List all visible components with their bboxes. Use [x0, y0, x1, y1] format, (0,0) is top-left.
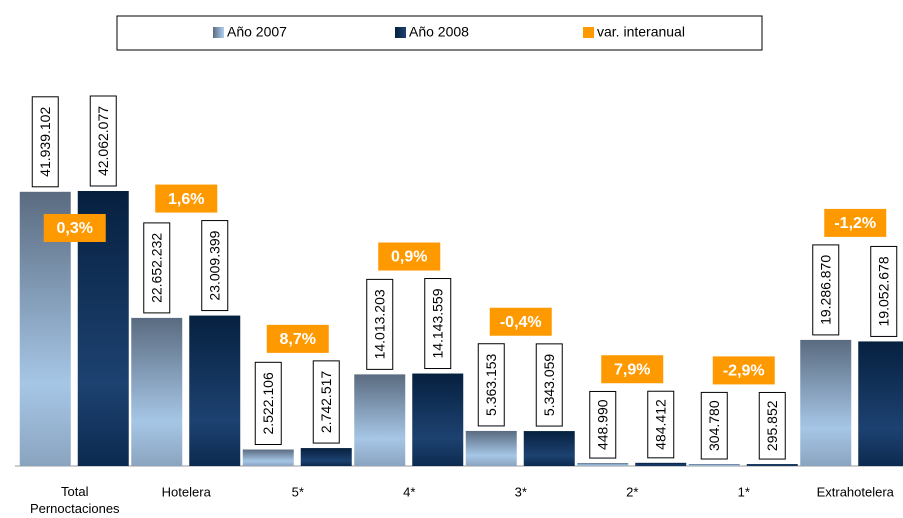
- bar: [412, 373, 464, 466]
- value-label-box: [647, 390, 675, 459]
- x-tick-label: 3*: [515, 484, 527, 499]
- value-label: 41.939.102: [37, 107, 53, 177]
- variation-box: [601, 355, 664, 384]
- legend-swatch: [583, 27, 594, 38]
- value-label-box: [254, 361, 282, 446]
- value-label-box: [700, 391, 728, 460]
- value-label-box: [477, 343, 505, 427]
- value-label: 42.062.077: [95, 106, 111, 176]
- value-label: 22.652.232: [148, 233, 164, 303]
- legend-label: Año 2008: [409, 24, 469, 40]
- variation-label: 0,3%: [57, 220, 93, 237]
- value-label-box: [143, 222, 171, 314]
- variation-box: [824, 208, 887, 237]
- value-label: 19.052.678: [875, 256, 891, 326]
- bar: [858, 341, 903, 466]
- variation-label: -1,2%: [834, 215, 876, 232]
- bar: [242, 449, 294, 466]
- value-label-box: [589, 390, 617, 459]
- value-label-box: [758, 391, 786, 460]
- bar: [577, 463, 629, 466]
- value-label: 23.009.399: [206, 230, 222, 300]
- variation-box: [155, 184, 218, 213]
- legend-swatch: [213, 27, 224, 38]
- bar: [523, 431, 575, 466]
- variation-box: [43, 214, 106, 242]
- x-tick-label: Extrahotelera: [817, 484, 895, 499]
- value-label: 5.343.059: [541, 354, 557, 416]
- x-tick-label: Total Pernoctaciones: [30, 484, 120, 516]
- value-label-box: [201, 220, 229, 312]
- bar: [189, 315, 241, 466]
- value-label: 19.286.870: [817, 255, 833, 325]
- variation-box: [489, 307, 552, 336]
- legend-swatch: [395, 27, 406, 38]
- value-label-box: [312, 360, 340, 444]
- bar: [131, 317, 183, 466]
- bar: [800, 339, 852, 466]
- bar: [746, 464, 798, 466]
- x-tick-label: 5*: [292, 484, 304, 499]
- legend-frame: [116, 15, 763, 51]
- value-label-box: [535, 343, 563, 427]
- x-tick-label: 2*: [626, 484, 638, 499]
- variation-label: 7,9%: [614, 361, 650, 378]
- bar: [300, 448, 352, 466]
- value-label: 2.522.106: [260, 372, 276, 434]
- bar: [635, 462, 687, 466]
- bar: [688, 464, 740, 466]
- value-label-box: [366, 278, 394, 370]
- value-label: 14.143.559: [429, 288, 445, 358]
- bar: [465, 430, 517, 466]
- value-label-box: [812, 244, 840, 336]
- variation-label: -0,4%: [500, 314, 542, 331]
- value-label-box: [870, 245, 898, 337]
- legend-label: var. interanual: [597, 24, 685, 40]
- legend-label: Año 2007: [227, 24, 287, 40]
- variation-box: [712, 356, 775, 385]
- value-label: 484.412: [652, 399, 668, 450]
- x-tick-label: 4*: [403, 484, 415, 499]
- value-label: 304.780: [706, 400, 722, 451]
- variation-label: -2,9%: [723, 363, 765, 380]
- variation-label: 0,9%: [391, 249, 427, 266]
- bar: [354, 374, 406, 466]
- value-label-box: [424, 278, 452, 370]
- variation-box: [378, 242, 441, 271]
- x-tick-label: Hotelera: [162, 484, 212, 499]
- value-label-box: [89, 95, 117, 187]
- value-label: 295.852: [764, 400, 780, 451]
- variation-box: [266, 324, 329, 353]
- value-label-box: [31, 96, 59, 188]
- variation-label: 8,7%: [280, 331, 316, 348]
- value-label: 2.742.517: [318, 371, 334, 433]
- value-label: 5.363.153: [483, 353, 499, 415]
- value-label: 14.013.203: [371, 289, 387, 359]
- value-label: 448.990: [594, 399, 610, 450]
- variation-label: 1,6%: [168, 191, 204, 208]
- x-tick-label: 1*: [738, 484, 750, 499]
